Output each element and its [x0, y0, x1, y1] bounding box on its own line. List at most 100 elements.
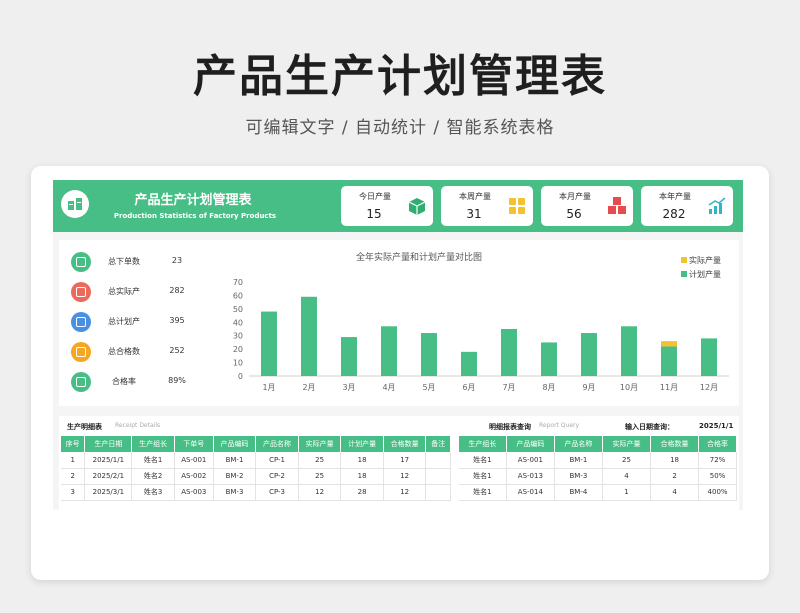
bar-planned — [661, 346, 677, 376]
plan-icon — [71, 312, 91, 332]
table-cell[interactable]: AS-002 — [174, 468, 214, 485]
table-cell[interactable]: 25 — [298, 468, 342, 485]
table-cell[interactable]: 姓名1 — [131, 452, 175, 469]
table-cell[interactable]: AS-013 — [506, 468, 555, 485]
table-cell[interactable]: 1 — [61, 452, 86, 469]
column-header: 产品名称 — [554, 436, 603, 452]
table-cell[interactable]: AS-014 — [506, 484, 555, 501]
table-cell[interactable]: 2025/3/1 — [84, 484, 133, 501]
table-cell[interactable] — [425, 452, 451, 469]
kpi-value: 15 — [366, 207, 382, 221]
table-cell[interactable]: 4 — [650, 484, 700, 501]
rate-icon — [71, 372, 91, 392]
table-row: 姓名1 AS-001 BM-1 25 18 72% — [459, 452, 737, 469]
table-cell[interactable]: AS-003 — [174, 484, 214, 501]
stat-actual: 总实际产 282 — [71, 282, 191, 302]
stat-value: 395 — [169, 316, 185, 325]
legend-swatch-planned — [681, 271, 687, 277]
table-cell[interactable] — [425, 468, 451, 485]
table-cell[interactable]: 2 — [650, 468, 700, 485]
date-query-label: 输入日期查询： — [625, 423, 674, 431]
table-cell[interactable]: 17 — [383, 452, 427, 469]
y-tick-label: 30 — [233, 332, 243, 341]
stat-label: 总合格数 — [108, 347, 140, 356]
table-cell[interactable]: CP-1 — [255, 452, 299, 469]
y-tick-label: 0 — [238, 372, 243, 381]
column-header: 生产日期 — [84, 436, 133, 452]
kpi-today: 今日产量 15 — [341, 186, 433, 226]
table-cell[interactable]: 2025/2/1 — [84, 468, 133, 485]
column-header: 产品名称 — [255, 436, 299, 452]
table-cell[interactable]: AS-001 — [174, 452, 214, 469]
y-tick-label: 70 — [233, 278, 243, 287]
table-cell[interactable]: 2025/1/1 — [84, 452, 133, 469]
stat-value: 282 — [169, 286, 185, 295]
table-cell[interactable]: BM-3 — [213, 484, 257, 501]
table-cell[interactable]: 25 — [602, 452, 652, 469]
table-cell[interactable]: 1 — [602, 484, 652, 501]
legend-swatch-actual — [681, 257, 687, 263]
kpi-value: 56 — [566, 207, 582, 221]
table-cell[interactable]: 姓名1 — [459, 484, 507, 501]
table-cell[interactable]: CP-3 — [255, 484, 299, 501]
date-query-value[interactable]: 2025/1/1 — [699, 422, 734, 430]
preview-card: 产品生产计划管理表 Production Statistics of Facto… — [31, 166, 769, 580]
table-cell[interactable]: 3 — [61, 484, 86, 501]
table-cell[interactable]: 18 — [650, 452, 700, 469]
table-cell[interactable]: 姓名2 — [131, 468, 175, 485]
kpi-month: 本月产量 56 — [541, 186, 633, 226]
column-header: 实际产量 — [602, 436, 652, 452]
table-cell[interactable]: 12 — [383, 484, 427, 501]
table-cell[interactable]: BM-4 — [554, 484, 603, 501]
table-cell[interactable]: 400% — [698, 484, 737, 501]
table-cell[interactable]: 姓名1 — [459, 452, 507, 469]
stat-planned: 总计划产 395 — [71, 312, 191, 332]
column-header: 产品编码 — [213, 436, 257, 452]
table-row: 姓名1 AS-014 BM-4 1 4 400% — [459, 484, 737, 501]
bar-planned — [581, 333, 597, 376]
table-cell[interactable]: BM-3 — [554, 468, 603, 485]
logo-icon — [61, 190, 89, 218]
table-cell[interactable]: 12 — [298, 484, 342, 501]
table-cell[interactable]: 姓名1 — [459, 468, 507, 485]
x-tick-label: 11月 — [660, 383, 678, 392]
table-cell[interactable]: AS-001 — [506, 452, 555, 469]
table-cell[interactable]: 2 — [61, 468, 86, 485]
chart-up-icon — [708, 197, 726, 214]
legend-planned: 计划产量 — [681, 269, 721, 280]
bar-planned — [381, 326, 397, 376]
table-cell[interactable]: BM-2 — [213, 468, 257, 485]
bar-planned — [421, 333, 437, 376]
column-header: 生产组长 — [131, 436, 175, 452]
kpi-label: 今日产量 — [359, 192, 391, 201]
table-cell[interactable]: 18 — [340, 452, 384, 469]
table-cell[interactable]: 25 — [298, 452, 342, 469]
y-tick-label: 10 — [233, 359, 243, 368]
table-cell[interactable]: 姓名3 — [131, 484, 175, 501]
table-cell[interactable]: CP-2 — [255, 468, 299, 485]
table-cell[interactable]: 4 — [602, 468, 652, 485]
table-cell[interactable]: BM-1 — [213, 452, 257, 469]
chart-title: 全年实际产量和计划产量对比图 — [355, 253, 482, 263]
kpi-label: 本年产量 — [659, 192, 691, 201]
table-row: 1 2025/1/1 姓名1 AS-001 BM-1 CP-1 25 18 17 — [61, 452, 451, 469]
stat-label: 总下单数 — [108, 257, 140, 266]
table-cell[interactable]: BM-1 — [554, 452, 603, 469]
table-cell[interactable]: 72% — [698, 452, 737, 469]
grid-icon — [509, 198, 525, 214]
header-title: 产品生产计划管理表 — [134, 193, 252, 208]
bar-actual — [661, 341, 677, 347]
table-cell[interactable]: 28 — [340, 484, 384, 501]
column-header: 产品编码 — [506, 436, 555, 452]
legend-actual: 实际产量 — [681, 255, 721, 266]
table-cell[interactable] — [425, 484, 451, 501]
bar-planned — [341, 337, 357, 376]
table2-label: 明细报表查询 — [489, 423, 531, 431]
x-tick-label: 10月 — [620, 383, 638, 392]
table-cell[interactable]: 12 — [383, 468, 427, 485]
table-cell[interactable]: 18 — [340, 468, 384, 485]
table2-sub: Report Query — [539, 422, 580, 429]
table-cell[interactable]: 50% — [698, 468, 737, 485]
kpi-week: 本周产量 31 — [441, 186, 533, 226]
table-row: 3 2025/3/1 姓名3 AS-003 BM-3 CP-3 12 28 12 — [61, 484, 451, 501]
